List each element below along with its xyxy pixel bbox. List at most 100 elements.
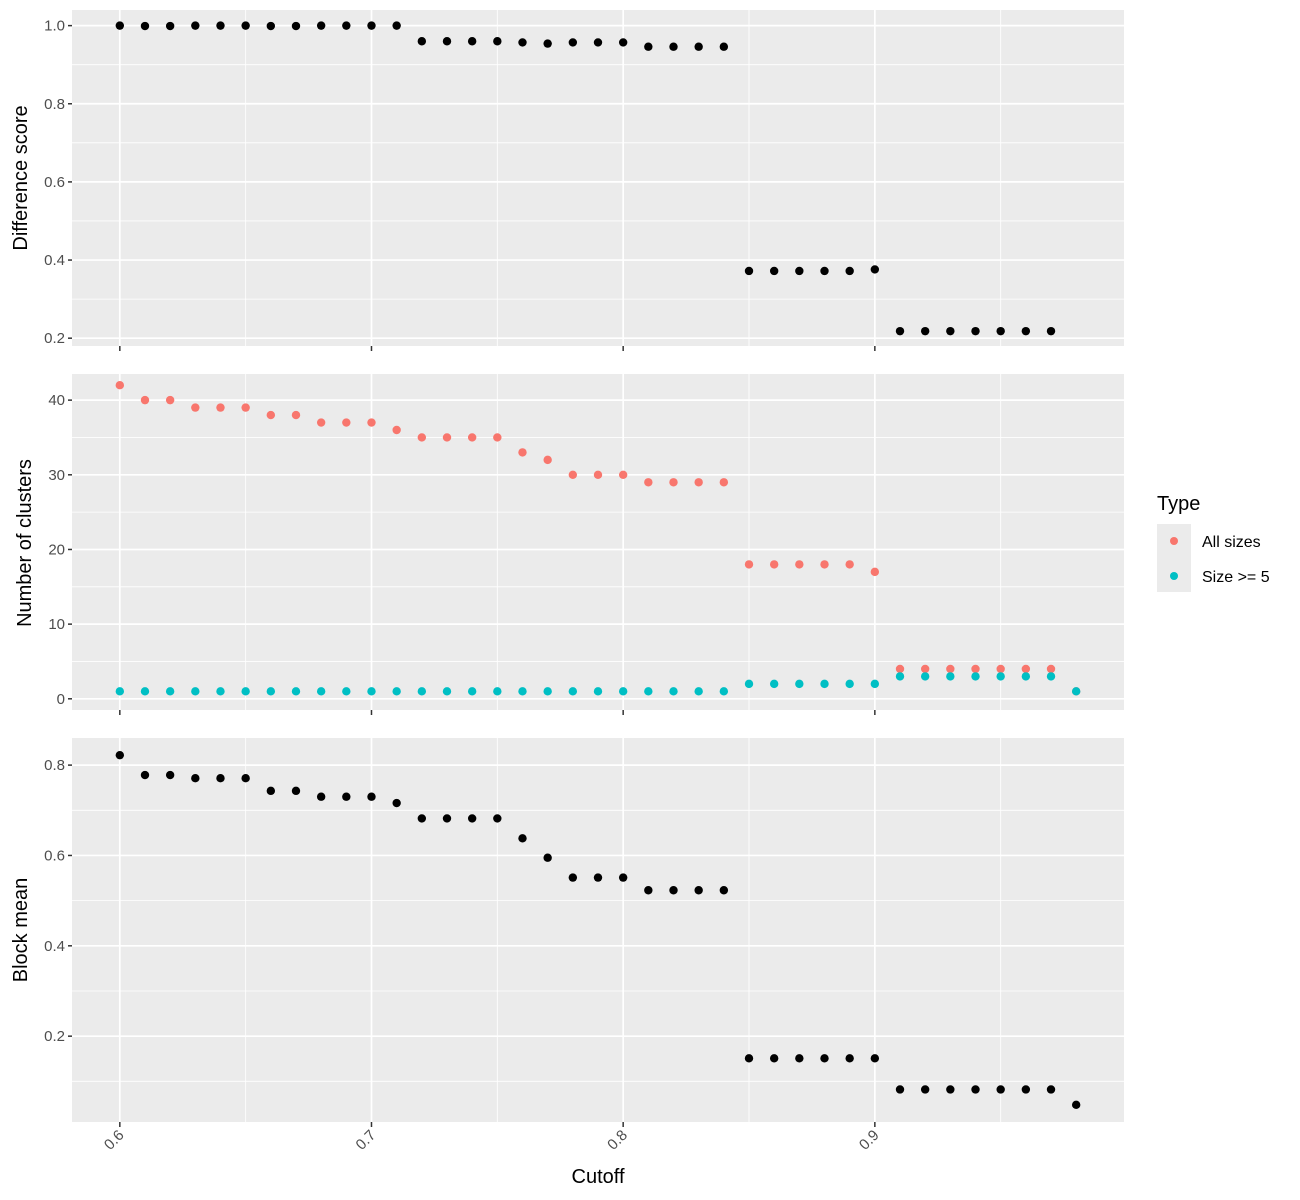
data-point <box>1071 1100 1081 1110</box>
data-point-all-sizes <box>1021 664 1031 674</box>
data-point <box>971 1085 980 1094</box>
y-tick-label: 0.2 <box>44 330 65 347</box>
data-point <box>392 21 401 30</box>
data-point <box>518 38 527 47</box>
data-point <box>920 1085 930 1094</box>
x-tick-label: 0.9 <box>856 1127 883 1154</box>
panel-background <box>72 10 1124 346</box>
data-point-all-sizes <box>216 403 225 412</box>
data-point-size-5 <box>543 687 552 696</box>
data-point <box>669 42 678 51</box>
data-point <box>392 798 401 808</box>
data-point <box>342 792 351 801</box>
data-point <box>417 37 427 46</box>
data-point-all-sizes <box>191 403 200 412</box>
data-point <box>518 834 527 843</box>
y-tick-label: 0.8 <box>44 96 65 113</box>
data-point-all-sizes <box>241 403 250 412</box>
data-point-size-5 <box>769 679 779 689</box>
y-axis-title: Difference score <box>10 105 32 250</box>
data-point-all-sizes <box>971 664 980 674</box>
y-tick-label: 0.2 <box>44 1028 65 1045</box>
data-point <box>996 326 1005 336</box>
data-point-size-5 <box>241 687 250 696</box>
data-point <box>568 873 578 882</box>
data-point <box>493 814 502 823</box>
gridlines <box>72 738 1124 1122</box>
y-tick-label: 0.6 <box>44 847 65 864</box>
data-points <box>115 381 1081 696</box>
data-point-size-5 <box>644 687 653 696</box>
data-point-size-5 <box>669 687 678 696</box>
data-point <box>644 886 653 895</box>
data-point <box>669 886 678 895</box>
data-point-all-sizes <box>845 560 854 569</box>
data-point <box>870 1054 880 1063</box>
data-point <box>342 21 351 30</box>
data-point <box>241 21 250 30</box>
data-point <box>946 326 955 336</box>
y-tick-label: 0.4 <box>44 252 65 269</box>
data-point <box>618 873 628 882</box>
x-axis: 0.6 0.7 0.8 0.9 <box>101 1122 883 1154</box>
data-point <box>769 1054 779 1063</box>
data-point-size-5 <box>115 687 125 696</box>
data-point-all-sizes <box>568 470 578 479</box>
y-tick-label: 0 <box>57 691 65 708</box>
data-point <box>140 21 150 31</box>
data-point <box>543 853 552 862</box>
data-point-size-5 <box>291 687 301 696</box>
data-point <box>291 786 301 796</box>
data-point-all-sizes <box>694 478 703 487</box>
data-point-all-sizes <box>895 664 905 674</box>
legend-key-all-sizes <box>1170 537 1178 545</box>
data-point-all-sizes <box>820 560 829 569</box>
data-point-size-5 <box>820 679 829 689</box>
data-point-all-sizes <box>870 567 880 577</box>
data-point-size-5 <box>165 687 175 696</box>
data-point-size-5 <box>946 672 955 681</box>
y-tick-label: 40 <box>48 392 65 409</box>
data-point <box>719 42 729 51</box>
y-axis: 0.2 0.4 0.6 0.8 1.0 <box>44 18 72 347</box>
data-point-size-5 <box>1046 672 1056 681</box>
data-point <box>996 1085 1005 1094</box>
legend-label-size-ge-5: Size >= 5 <box>1202 569 1270 586</box>
data-point <box>920 326 930 336</box>
data-point-size-5 <box>845 679 854 689</box>
y-axis: 0 10 20 30 40 <box>48 392 72 708</box>
x-tick-label: 0.7 <box>353 1127 380 1154</box>
y-tick-label: 30 <box>48 467 65 484</box>
data-point-size-5 <box>744 679 754 689</box>
data-point-all-sizes <box>392 425 401 435</box>
data-point <box>744 1054 754 1063</box>
data-point-all-sizes <box>467 433 477 442</box>
legend: Type All sizes Size >= 5 <box>1157 493 1270 592</box>
data-point <box>593 38 603 47</box>
data-point-all-sizes <box>518 448 527 457</box>
data-point-size-5 <box>417 687 427 696</box>
data-point <box>467 37 477 46</box>
data-point <box>795 1054 804 1063</box>
data-point <box>417 814 427 823</box>
data-point-all-sizes <box>795 560 804 569</box>
data-point <box>467 814 477 823</box>
data-point-all-sizes <box>996 664 1005 674</box>
data-point <box>266 786 276 796</box>
data-point-all-sizes <box>946 664 955 674</box>
data-point <box>694 886 703 895</box>
panel-background <box>72 374 1124 710</box>
data-point <box>845 266 854 276</box>
data-point <box>1021 326 1031 336</box>
data-point-size-5 <box>493 687 502 696</box>
data-point <box>191 21 200 30</box>
data-point <box>442 37 452 46</box>
panel-difference-score: 0.2 0.4 0.6 0.8 1.0 Difference score <box>10 10 1124 351</box>
data-point <box>1046 1085 1056 1094</box>
data-point <box>291 21 301 31</box>
data-point <box>618 38 628 47</box>
data-point-size-5 <box>392 687 401 696</box>
data-point-all-sizes <box>543 455 552 465</box>
data-point <box>543 39 552 48</box>
data-point <box>493 37 502 46</box>
